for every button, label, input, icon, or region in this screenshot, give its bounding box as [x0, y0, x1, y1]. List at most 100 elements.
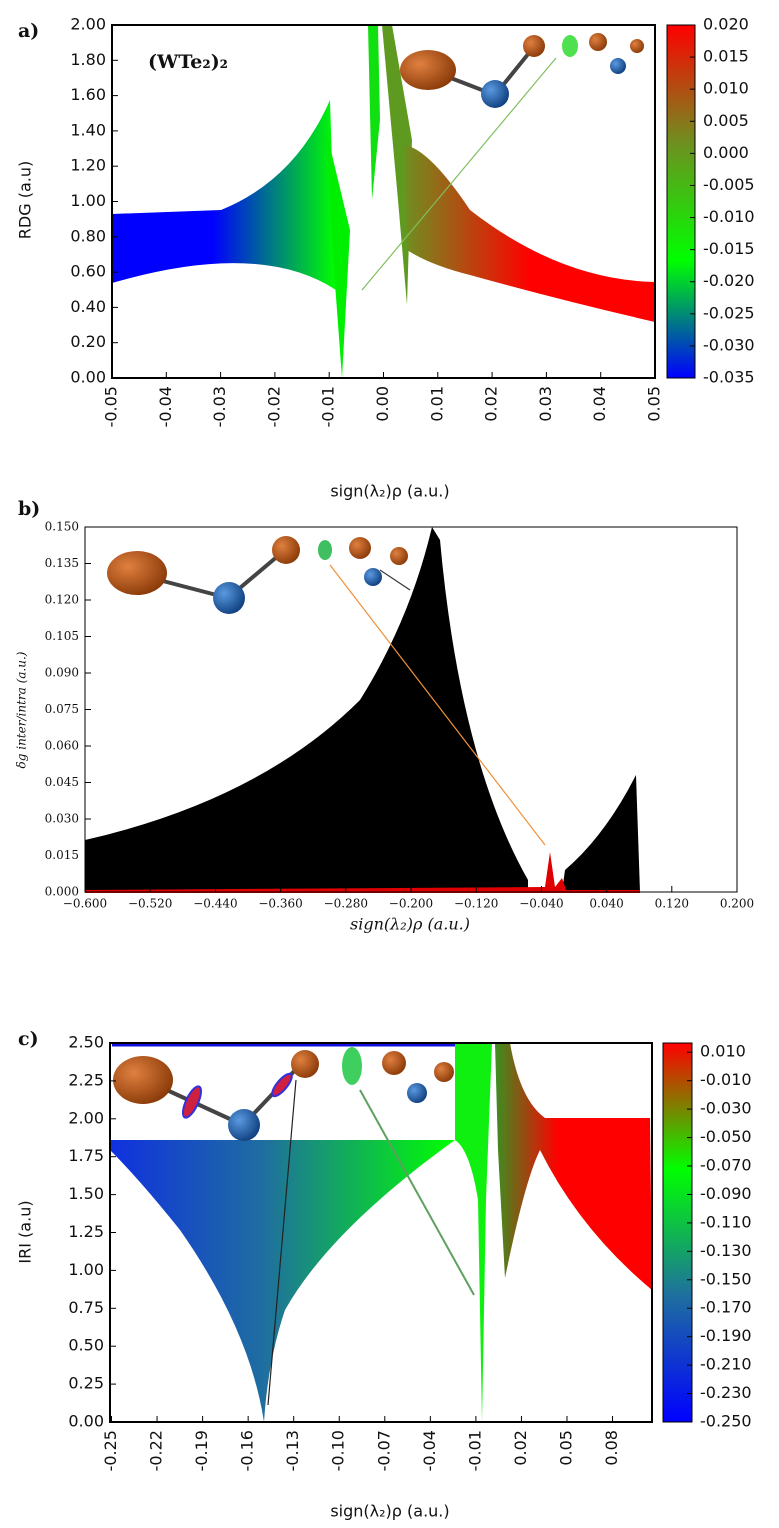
colorbar-tick-label: -0.010 — [700, 1070, 752, 1089]
colorbar-tick-label: 0.005 — [703, 111, 749, 130]
x-tick-label: 0.040 — [589, 897, 623, 911]
x-axis-label: sign(λ₂)ρ (a.u.) — [330, 482, 449, 501]
x-tick-label: −0.280 — [324, 897, 368, 911]
colorbar-tick-label: -0.150 — [700, 1269, 752, 1288]
colorbar-tick-label: 0.010 — [703, 79, 749, 98]
x-axis-label: sign(λ₂)ρ (a.u.) — [350, 915, 470, 934]
x-tick-label: 0.01 — [427, 386, 446, 422]
y-tick-label: 1.20 — [70, 156, 106, 175]
colorbar-tick-label: -0.030 — [700, 1099, 752, 1118]
panel-label: c) — [18, 1028, 39, 1050]
x-tick-label: -0.10 — [329, 1430, 348, 1471]
x-tick-label: -0.22 — [147, 1430, 166, 1471]
cloud-c — [110, 1043, 652, 1422]
colorbar-tick-label: -0.110 — [700, 1212, 752, 1231]
colorbar — [662, 1042, 693, 1423]
x-tick-label: -0.19 — [192, 1430, 211, 1471]
colorbar-tick-label: -0.210 — [700, 1355, 752, 1374]
y-tick-label: 0.090 — [45, 666, 79, 680]
x-tick-label: 0.02 — [511, 1430, 530, 1466]
y-tick-label: 0.25 — [68, 1374, 104, 1393]
x-tick-label: −0.520 — [128, 897, 172, 911]
y-tick-label: 2.25 — [68, 1070, 104, 1089]
panel-label: b) — [18, 498, 40, 520]
colorbar-tick-label: -0.010 — [703, 207, 755, 226]
x-tick-label: 0.08 — [602, 1430, 621, 1466]
y-tick-label: 2.00 — [68, 1108, 104, 1127]
x-tick-label: 0.00 — [373, 386, 392, 422]
y-tick-label: 0.40 — [70, 297, 106, 316]
molecule-a — [361, 33, 644, 291]
y-axis-label: RDG (a.u) — [16, 161, 35, 239]
colorbar-tick-label: -0.250 — [700, 1412, 752, 1431]
y-tick-label: 0.00 — [68, 1412, 104, 1431]
x-tick-label: 0.200 — [720, 897, 754, 911]
x-tick-label: -0.01 — [319, 386, 338, 427]
y-tick-label: 0.60 — [70, 262, 106, 281]
x-tick-label: -0.16 — [238, 1430, 257, 1471]
colorbar-tick-label: 0.010 — [700, 1042, 746, 1061]
x-tick-label: -0.04 — [156, 386, 175, 427]
colorbar-tick-label: -0.030 — [703, 335, 755, 354]
y-tick-label: 0.50 — [68, 1336, 104, 1355]
y-tick-label: 0.075 — [45, 702, 79, 716]
x-tick-label: 0.02 — [482, 386, 501, 422]
x-tick-label: −0.360 — [258, 897, 302, 911]
x-tick-label: −0.200 — [389, 897, 433, 911]
chart-title: (WTe₂)₂ — [148, 51, 228, 73]
x-tick-label: 0.03 — [536, 386, 555, 422]
y-tick-label: 1.25 — [68, 1222, 104, 1241]
y-tick-label: 1.00 — [68, 1260, 104, 1279]
panel-label: a) — [18, 20, 39, 42]
x-tick-label: -0.04 — [420, 1430, 439, 1471]
y-tick-label: 0.75 — [68, 1298, 104, 1317]
colorbar — [666, 24, 696, 379]
colorbar-tick-label: -0.070 — [700, 1156, 752, 1175]
y-tick-label: 0.80 — [70, 226, 106, 245]
x-tick-label: −0.040 — [519, 897, 563, 911]
colorbar-tick-label: -0.050 — [700, 1127, 752, 1146]
molecule-c — [113, 1047, 475, 1406]
x-tick-label: 0.05 — [645, 386, 664, 422]
colorbar-tick-label: -0.020 — [703, 271, 755, 290]
y-tick-label: 0.060 — [45, 739, 79, 753]
y-tick-label: 0.20 — [70, 332, 106, 351]
colorbar-tick-label: -0.170 — [700, 1298, 752, 1317]
colorbar-tick-label: 0.020 — [703, 15, 749, 34]
y-tick-label: 0.00 — [70, 368, 106, 387]
cloud-a — [112, 25, 655, 378]
colorbar-tick-label: -0.130 — [700, 1241, 752, 1260]
cloud-b — [85, 527, 640, 893]
colorbar-tick-label: -0.190 — [700, 1326, 752, 1345]
y-tick-label: 0.150 — [45, 520, 79, 534]
y-tick-label: 1.40 — [70, 120, 106, 139]
x-tick-label: -0.03 — [210, 386, 229, 427]
y-tick-label: 1.00 — [70, 191, 106, 210]
y-tick-label: 0.030 — [45, 812, 79, 826]
y-tick-label: 1.60 — [70, 85, 106, 104]
x-tick-label: -0.07 — [374, 1430, 393, 1471]
y-tick-label: 1.50 — [68, 1184, 104, 1203]
x-tick-label: -0.01 — [465, 1430, 484, 1471]
y-tick-label: 2.00 — [70, 15, 106, 34]
x-tick-label: −0.440 — [193, 897, 237, 911]
y-tick-label: 2.50 — [68, 1033, 104, 1052]
colorbar-tick-label: -0.015 — [703, 239, 755, 258]
x-tick-label: −0.600 — [63, 897, 107, 911]
y-tick-label: 0.120 — [45, 593, 79, 607]
y-tick-label: 0.000 — [45, 885, 79, 899]
x-tick-label: -0.25 — [101, 1430, 120, 1471]
colorbar-tick-label: -0.230 — [700, 1383, 752, 1402]
colorbar-tick-label: -0.025 — [703, 303, 755, 322]
colorbar-tick-label: -0.035 — [703, 368, 755, 387]
colorbar-tick-label: -0.005 — [703, 175, 755, 194]
plot-frame — [111, 24, 656, 379]
molecule-b — [107, 536, 546, 846]
x-tick-label: -0.02 — [264, 386, 283, 427]
colorbar-tick-label: 0.015 — [703, 47, 749, 66]
y-tick-label: 0.015 — [45, 848, 79, 862]
x-tick-label: -0.05 — [102, 386, 121, 427]
y-tick-label: 0.045 — [45, 775, 79, 789]
colorbar-tick-label: 0.000 — [703, 143, 749, 162]
